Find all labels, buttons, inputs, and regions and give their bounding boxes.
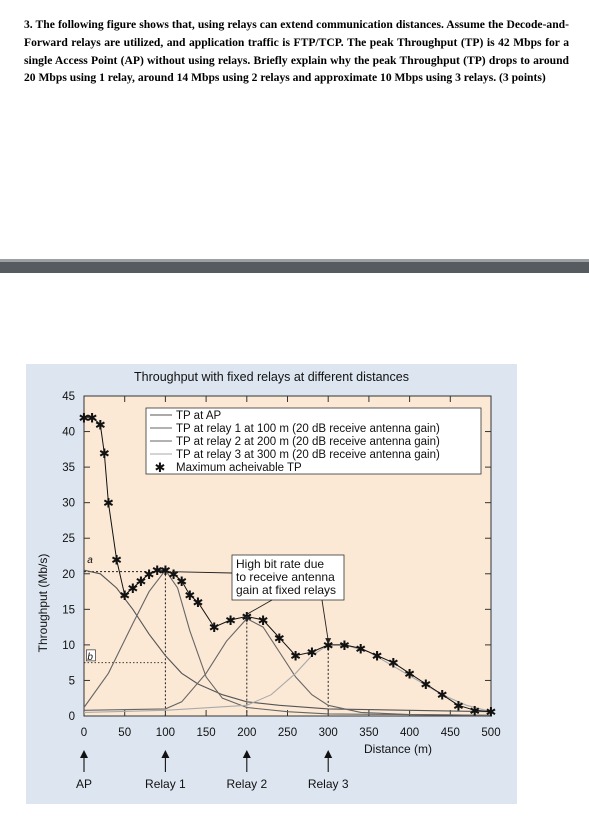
relay-arrow-head bbox=[80, 750, 88, 758]
max-tp-point: ✱ bbox=[119, 589, 130, 604]
max-tp-point: ✱ bbox=[355, 642, 366, 657]
max-tp-point: ✱ bbox=[152, 564, 163, 579]
max-tp-point: ✱ bbox=[306, 646, 317, 661]
throughput-figure: Throughput with fixed relays at differen… bbox=[26, 364, 517, 804]
y-tick-label: 25 bbox=[62, 533, 75, 545]
series-lines bbox=[83, 416, 492, 716]
relay-arrow-head bbox=[242, 750, 251, 758]
relay-label: AP bbox=[76, 777, 92, 791]
max-tp-point: ✱ bbox=[339, 639, 350, 654]
legend-entry: Maximum acheivable TP bbox=[176, 462, 302, 474]
max-tp-point: ✱ bbox=[372, 650, 383, 665]
label-b-box bbox=[86, 649, 96, 662]
series-line-4 bbox=[84, 416, 492, 713]
section-divider bbox=[0, 259, 589, 273]
max-tp-point: ✱ bbox=[144, 568, 155, 583]
label-a: a bbox=[87, 555, 93, 566]
relay-arrow-head bbox=[161, 750, 170, 758]
x-tick-label: 200 bbox=[237, 727, 256, 739]
max-tp-point: ✱ bbox=[111, 554, 122, 569]
annotation-arrow-3 bbox=[321, 599, 329, 641]
max-tp-point: ✱ bbox=[225, 614, 236, 629]
legend-box bbox=[145, 407, 482, 475]
max-tp-point: ✱ bbox=[136, 575, 147, 590]
y-tick-label: 30 bbox=[62, 498, 75, 510]
legend-entry: TP at relay 2 at 200 m (20 dB receive an… bbox=[176, 436, 440, 448]
arrowhead-2 bbox=[243, 616, 250, 623]
legend-star-icon: ✱ bbox=[155, 461, 166, 476]
y-tick-label: 15 bbox=[62, 604, 75, 616]
max-tp-point: ✱ bbox=[176, 575, 187, 590]
max-tp-point: ✱ bbox=[388, 657, 399, 672]
max-tp-point: ✱ bbox=[184, 589, 195, 604]
x-tick-label: 400 bbox=[400, 727, 419, 739]
max-tp-point: ✱ bbox=[453, 699, 464, 714]
gridlines bbox=[84, 570, 329, 716]
question-text: 3. The following figure shows that, usin… bbox=[24, 18, 569, 85]
relay-label: Relay 1 bbox=[145, 777, 186, 791]
chart-title: Throughput with fixed relays at differen… bbox=[134, 370, 409, 384]
x-tick-label: 500 bbox=[481, 727, 500, 739]
max-tp-point: ✱ bbox=[127, 582, 138, 597]
max-tp-point: ✱ bbox=[258, 614, 269, 629]
y-tick-label: 0 bbox=[69, 711, 75, 723]
series-line-2 bbox=[83, 617, 492, 716]
annotation-box bbox=[231, 554, 345, 601]
x-axis-label: Distance (m) bbox=[364, 742, 433, 756]
x-tick-label: 0 bbox=[81, 727, 87, 739]
relay-arrow-head bbox=[324, 750, 333, 758]
max-tp-point: ✱ bbox=[323, 639, 334, 654]
legend-entry: TP at relay 1 at 100 m (20 dB receive an… bbox=[176, 423, 440, 435]
divider-highlight bbox=[0, 259, 589, 262]
relay-markers: AP Relay 1 Relay 2 Relay 3 bbox=[76, 750, 349, 791]
max-tp-point: ✱ bbox=[103, 497, 114, 512]
y-tick-label: 5 bbox=[69, 675, 75, 687]
y-tick-label: 20 bbox=[62, 569, 75, 581]
relay-label: Relay 3 bbox=[308, 777, 349, 791]
max-tp-point: ✱ bbox=[290, 650, 301, 665]
series-line-1 bbox=[83, 569, 492, 716]
annotation-line: to receive antenna bbox=[236, 570, 335, 584]
max-tp-point: ✱ bbox=[168, 568, 179, 583]
x-tick-label: 50 bbox=[118, 727, 131, 739]
annotation-arrow-2 bbox=[246, 599, 273, 615]
max-tp-point: ✱ bbox=[420, 678, 431, 693]
x-tick-label: 450 bbox=[441, 727, 460, 739]
y-tick-label: 10 bbox=[62, 640, 75, 652]
label-b: b bbox=[87, 652, 93, 663]
max-tp-point: ✱ bbox=[95, 418, 106, 433]
axis-ticks: 0 50 100 150 200 250 300 350 400 450 500 0 5 10 15 20 25… bbox=[62, 391, 500, 739]
series-line-0 bbox=[83, 569, 492, 713]
y-tick-label: 40 bbox=[62, 427, 75, 439]
y-tick-label: 35 bbox=[62, 462, 75, 474]
chart-svg: 0 50 100 150 200 250 300 350 400 450 500 0 5 10 15 20 25… bbox=[62, 391, 500, 791]
legend-entry: TP at relay 3 at 300 m (20 dB receive an… bbox=[176, 449, 440, 461]
legend-entry: TP at AP bbox=[176, 410, 222, 422]
max-tp-point: ✱ bbox=[79, 411, 90, 426]
x-tick-label: 150 bbox=[197, 727, 216, 739]
relay-label: Relay 2 bbox=[226, 777, 267, 791]
max-tp-point: ✱ bbox=[160, 564, 171, 579]
max-tp-point: ✱ bbox=[274, 632, 285, 647]
max-tp-point: ✱ bbox=[437, 689, 448, 704]
max-tp-point: ✱ bbox=[87, 411, 98, 426]
x-tick-label: 250 bbox=[278, 727, 297, 739]
x-tick-label: 300 bbox=[319, 727, 338, 739]
y-tick-label: 45 bbox=[62, 391, 75, 403]
x-tick-label: 100 bbox=[156, 727, 175, 739]
max-tp-point: ✱ bbox=[486, 706, 497, 721]
annotation-line: High bit rate due bbox=[236, 557, 324, 571]
x-tick-label: 350 bbox=[359, 727, 378, 739]
annotation-arrow-1 bbox=[171, 571, 233, 574]
arrowhead-3 bbox=[325, 638, 332, 645]
max-tp-point: ✱ bbox=[404, 667, 415, 682]
max-tp-point: ✱ bbox=[209, 621, 220, 636]
annotation-line: gain at fixed relays bbox=[236, 583, 336, 597]
max-tp-point: ✱ bbox=[469, 704, 480, 719]
max-tp-point: ✱ bbox=[193, 596, 204, 611]
max-tp-point: ✱ bbox=[99, 447, 110, 462]
